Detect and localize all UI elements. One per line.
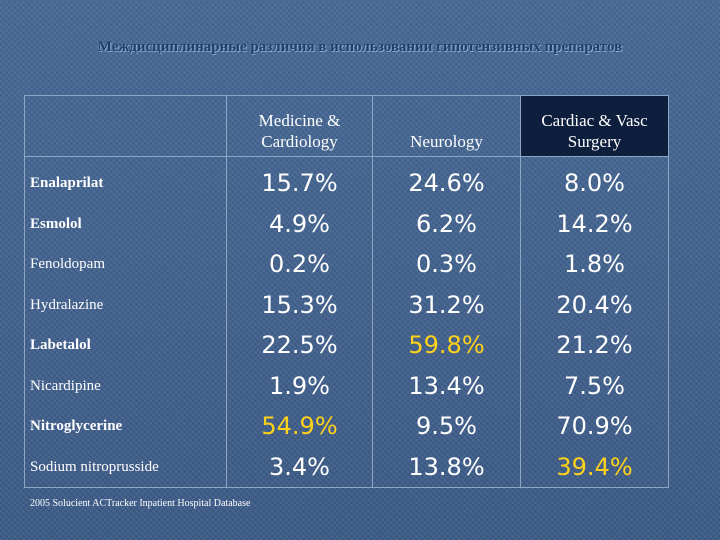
percentage-value: 70.9% xyxy=(556,412,633,440)
drug-name: Labetalol xyxy=(30,337,91,353)
source-footnote: 2005 Solucient ACTracker Inpatient Hospi… xyxy=(30,498,251,509)
percentage-value: 9.5% xyxy=(416,412,477,440)
percentage-value: 13.4% xyxy=(408,371,485,400)
percentage-value: 1.8% xyxy=(564,250,625,278)
column-header-line2: Cardiology xyxy=(261,132,338,151)
header-empty-cell xyxy=(24,95,227,157)
neurology-values: 24.6% 6.2% 0.3% 31.2% 59.8% 13.4% 9.5% 13.8% xyxy=(372,156,521,488)
percentage-value: 39.4% xyxy=(556,452,633,481)
percentage-value: 1.9% xyxy=(269,371,330,400)
cardiac-vasc-surgery-values: 8.0% 14.2% 1.8% 20.4% 21.2% 7.5% 70.9% 39.4% xyxy=(520,156,669,488)
column-header-line1: Cardiac & Vasc xyxy=(541,111,648,130)
drug-name: Nitroglycerine xyxy=(30,418,123,434)
percentage-value: 0.2% xyxy=(269,250,330,278)
percentage-value: 7.5% xyxy=(564,371,625,400)
column-header-neurology: Neurology xyxy=(372,95,521,157)
percentage-value: 22.5% xyxy=(261,331,338,359)
percentage-value: 15.3% xyxy=(261,290,338,319)
drug-name-column: Enalaprilat Esmolol Fenoldopam Hydralazine L… xyxy=(24,156,227,488)
column-header-medicine-cardiology: Medicine & Cardiology xyxy=(226,95,373,157)
percentage-value: 21.2% xyxy=(556,331,633,359)
drug-name: Hydralazine xyxy=(30,296,104,313)
table-header-row: Medicine & Cardiology Neurology Cardiac … xyxy=(24,95,669,157)
percentage-value: 4.9% xyxy=(269,209,330,238)
slide-title: Междисциплинарные различия в использован… xyxy=(97,39,623,55)
medicine-cardiology-values: 15.7% 4.9% 0.2% 15.3% 22.5% 1.9% 54.9% 3.4% xyxy=(226,156,373,488)
column-header-cardiac-vasc-surgery: Cardiac & Vasc Surgery xyxy=(520,95,669,157)
drug-name-list: Enalaprilat Esmolol Fenoldopam Hydralazine L… xyxy=(26,158,226,487)
table-body-row: Enalaprilat Esmolol Fenoldopam Hydralazine L… xyxy=(24,156,669,488)
value-list-col-1: 15.7% 4.9% 0.2% 15.3% 22.5% 1.9% 54.9% 3.4% xyxy=(228,158,372,487)
percentage-value: 14.2% xyxy=(556,209,633,238)
percentage-value: 3.4% xyxy=(269,452,330,481)
drug-name: Sodium nitroprusside xyxy=(30,458,159,475)
value-list-col-3: 8.0% 14.2% 1.8% 20.4% 21.2% 7.5% 70.9% 39.4% xyxy=(522,158,668,487)
drug-name: Nicardipine xyxy=(30,377,101,394)
drug-name: Esmolol xyxy=(30,215,82,232)
percentage-value: 54.9% xyxy=(261,412,338,440)
drug-name: Enalaprilat xyxy=(30,175,104,191)
percentage-value: 20.4% xyxy=(556,290,633,319)
percentage-value: 31.2% xyxy=(408,290,485,319)
percentage-value: 8.0% xyxy=(564,169,625,197)
percentage-value: 0.3% xyxy=(416,250,477,278)
column-header-line1: Medicine & xyxy=(258,111,341,130)
value-list-col-2: 24.6% 6.2% 0.3% 31.2% 59.8% 13.4% 9.5% 13.8% xyxy=(374,158,520,487)
percentage-value: 6.2% xyxy=(416,209,477,238)
percentage-value: 13.8% xyxy=(408,452,485,481)
drug-name: Fenoldopam xyxy=(30,256,105,272)
percentage-value: 24.6% xyxy=(408,169,485,197)
usage-table: Medicine & Cardiology Neurology Cardiac … xyxy=(24,95,669,488)
percentage-value: 15.7% xyxy=(261,169,338,197)
percentage-value: 59.8% xyxy=(408,331,485,359)
column-header-line2: Neurology xyxy=(410,132,483,151)
column-header-line2: Surgery xyxy=(567,132,622,151)
